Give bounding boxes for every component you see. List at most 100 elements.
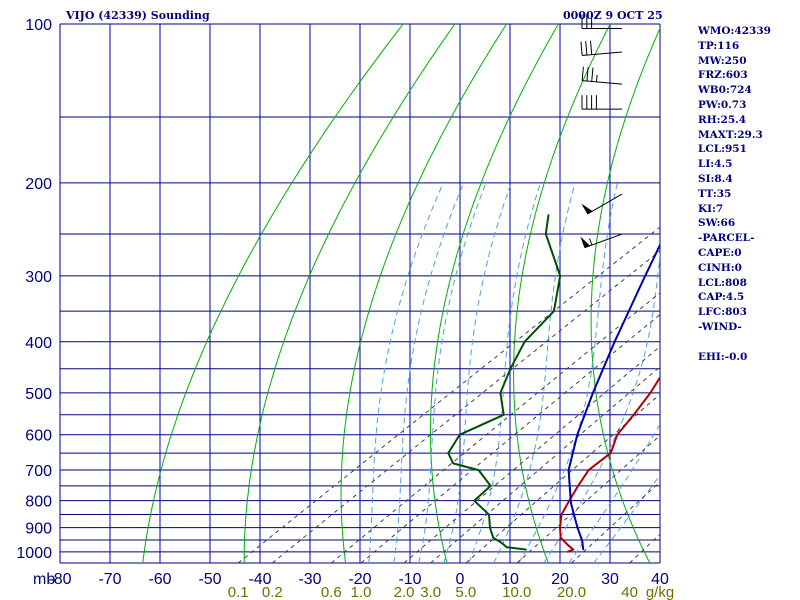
index-entry: CINH:0 — [698, 261, 742, 274]
wind-barb-flag — [581, 203, 593, 215]
parcel-point — [573, 513, 575, 516]
pressure-tick-label: 500 — [25, 386, 52, 403]
index-entry: KI:7 — [698, 202, 724, 215]
dewpoint-point — [489, 526, 491, 529]
dewpoint-point — [499, 392, 502, 394]
dewpoint-point — [447, 452, 450, 454]
wind-barb-shaft — [582, 51, 623, 56]
temperature-point — [572, 548, 575, 551]
temperature-point — [649, 392, 652, 394]
temperature-tick-label: -60 — [148, 571, 171, 588]
temperature-point — [559, 526, 561, 529]
temperature-point — [665, 368, 667, 370]
wind-barb-half-feather — [595, 74, 598, 82]
dewpoint-point — [547, 214, 550, 216]
parcel-point — [613, 341, 616, 343]
mixing-ratio-tick-label: 0.1 — [228, 584, 249, 600]
temperature-point — [632, 414, 635, 416]
moist-adiabat-line — [518, 182, 618, 563]
temperature-point — [566, 551, 569, 553]
pressure-tick-label: 300 — [25, 269, 52, 286]
parcel-point — [567, 469, 570, 471]
pressure-tick-label: 900 — [25, 521, 52, 538]
wind-barb-feather — [581, 66, 584, 81]
pressure-tick-label: 400 — [25, 335, 52, 352]
index-entry: FRZ:603 — [698, 69, 748, 82]
mixing-ratio-tick-label: 40 — [621, 584, 638, 600]
dewpoint-point — [459, 433, 461, 436]
parcel-point — [689, 182, 691, 184]
pressure-tick-label: 700 — [25, 463, 52, 480]
dewpoint-point — [559, 275, 561, 277]
mixing-ratio-tick-label: 1.0 — [351, 584, 372, 600]
dewpoint-point — [477, 469, 480, 471]
index-entry: CAPE:0 — [698, 246, 742, 259]
temperature-tick-label: -10 — [398, 571, 421, 588]
index-entry: EHI:-0.0 — [698, 350, 748, 363]
dewpoint-point — [525, 548, 527, 551]
wind-barb — [581, 193, 623, 215]
dewpoint-point — [500, 541, 502, 544]
wind-barb — [581, 66, 623, 85]
mixing-ratio-tick-label: 3.0 — [420, 584, 441, 600]
index-entry: TT:35 — [698, 187, 732, 200]
wind-barb — [580, 233, 623, 249]
moist-adiabat-line — [443, 182, 512, 563]
temperature-tick-label: 10 — [501, 571, 519, 588]
moist-adiabat-line — [418, 182, 487, 563]
wind-barb-feather — [580, 41, 583, 56]
dry-adiabat-line — [590, 27, 660, 563]
pressure-tick-label: 1000 — [16, 545, 52, 562]
parcel-point — [581, 539, 583, 541]
moist-adiabat-line — [493, 182, 576, 563]
temperature-tick-label: -20 — [348, 571, 371, 588]
moist-adiabat-line — [543, 251, 660, 563]
dewpoint-line — [447, 214, 562, 551]
mixing-ratio-tick-label: 10.0 — [502, 584, 531, 600]
index-entry: -PARCEL- — [698, 232, 755, 245]
pressure-tick-label: 200 — [25, 176, 52, 193]
mixing-ratio-line — [360, 313, 660, 563]
wind-barb-shaft — [584, 233, 623, 249]
temperature-point — [693, 310, 695, 312]
dewpoint-point — [452, 462, 455, 465]
dry-adiabat-line — [243, 24, 456, 563]
temperature-point — [566, 544, 569, 546]
dry-adiabat-line — [430, 24, 559, 563]
parcel-point — [592, 392, 594, 394]
index-entry: TP:116 — [698, 39, 740, 52]
wind-barb-shaft — [587, 193, 623, 215]
moist-adiabat-line — [593, 474, 660, 563]
moist-adiabat-line — [568, 423, 660, 563]
wind-barb-feather — [585, 41, 588, 56]
index-entry: RH:25.4 — [698, 113, 747, 126]
index-entry: LFC:803 — [698, 306, 747, 319]
mixing-ratio-line — [430, 366, 660, 563]
mixing-ratio-tick-label: 20.0 — [557, 584, 586, 600]
temperature-tick-label: -30 — [298, 571, 321, 588]
index-entry: LI:4.5 — [698, 158, 733, 171]
wind-barb-half-feather — [589, 238, 593, 246]
index-entry — [698, 335, 798, 350]
wind-barb — [580, 40, 623, 56]
index-entry: PW:0.73 — [698, 98, 747, 111]
index-entry: MAXT:29.3 — [698, 128, 763, 141]
temperature-tick-label: 30 — [601, 571, 619, 588]
mixing-ratio-line — [465, 393, 660, 563]
mixing-ratio-tick-label: 0.6 — [321, 584, 342, 600]
temperature-point — [559, 536, 562, 539]
temperature-point — [596, 462, 598, 465]
indices-panel: WMO:42339 TP:116 MW:250 FRZ:603 WB0:724 PW:0.… — [698, 24, 798, 364]
dewpoint-point — [523, 341, 526, 343]
index-entry: WMO:42339 — [698, 25, 771, 37]
temperature-point — [560, 513, 563, 516]
temperature-tick-label: 0 — [456, 571, 465, 588]
index-entry: SW:66 — [698, 217, 736, 230]
station-title: VIJO (42339) Sounding — [66, 9, 210, 22]
temperature-tick-label: 20 — [551, 571, 569, 588]
temperature-point — [577, 485, 579, 487]
pressure-tick-label: 600 — [25, 428, 52, 445]
dry-adiabat-line — [340, 24, 508, 563]
mixing-ratio-line — [403, 345, 660, 563]
